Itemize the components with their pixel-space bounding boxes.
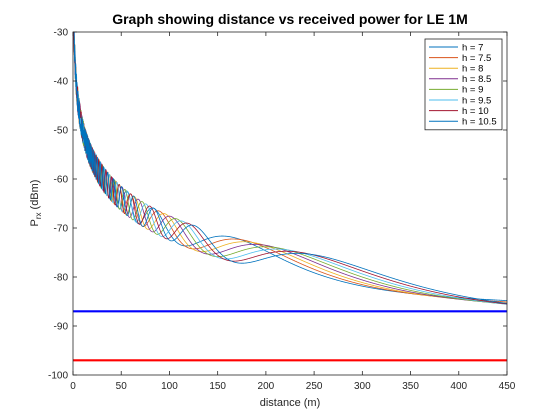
y-tick-label: -100: [48, 371, 68, 382]
chart-title: Graph showing distance vs received power…: [112, 11, 468, 27]
legend-label-7: h = 10: [462, 106, 489, 117]
x-tick-label: 250: [306, 381, 323, 392]
legend-label-6: h = 9.5: [462, 95, 491, 106]
y-axis-title-main: P: [29, 219, 41, 226]
x-tick-label: 450: [499, 381, 516, 392]
y-tick-label: -40: [54, 77, 69, 88]
legend-label-8: h = 10.5: [462, 117, 497, 128]
y-axis-title-sub: rx: [34, 212, 43, 219]
x-axis-title: distance (m): [260, 397, 321, 409]
y-tick-label: -30: [54, 28, 69, 39]
x-tick-label: 350: [402, 381, 419, 392]
x-tick-label: 200: [258, 381, 275, 392]
y-tick-label: -70: [54, 224, 69, 235]
x-tick-label: 400: [450, 381, 467, 392]
y-tick-label: -90: [54, 322, 69, 333]
y-tick-label: -60: [54, 175, 69, 186]
legend-label-3: h = 8: [462, 64, 483, 75]
x-tick-label: 150: [209, 381, 226, 392]
y-axis-title: Prx (dBm): [29, 180, 43, 227]
x-tick-label: 50: [116, 381, 128, 392]
y-axis-title-unit: (dBm): [29, 180, 41, 210]
legend-label-1: h = 7: [462, 42, 483, 53]
x-tick-label: 0: [70, 381, 76, 392]
y-tick-label: -80: [54, 273, 69, 284]
x-tick-label: 300: [354, 381, 371, 392]
legend-label-4: h = 8.5: [462, 74, 491, 85]
y-tick-label: -50: [54, 126, 69, 137]
legend: h = 7h = 7.5h = 8h = 8.5h = 9h = 9.5h = …: [425, 39, 502, 130]
legend-label-5: h = 9: [462, 85, 483, 96]
x-tick-label: 100: [161, 381, 178, 392]
legend-label-2: h = 7.5: [462, 53, 491, 64]
